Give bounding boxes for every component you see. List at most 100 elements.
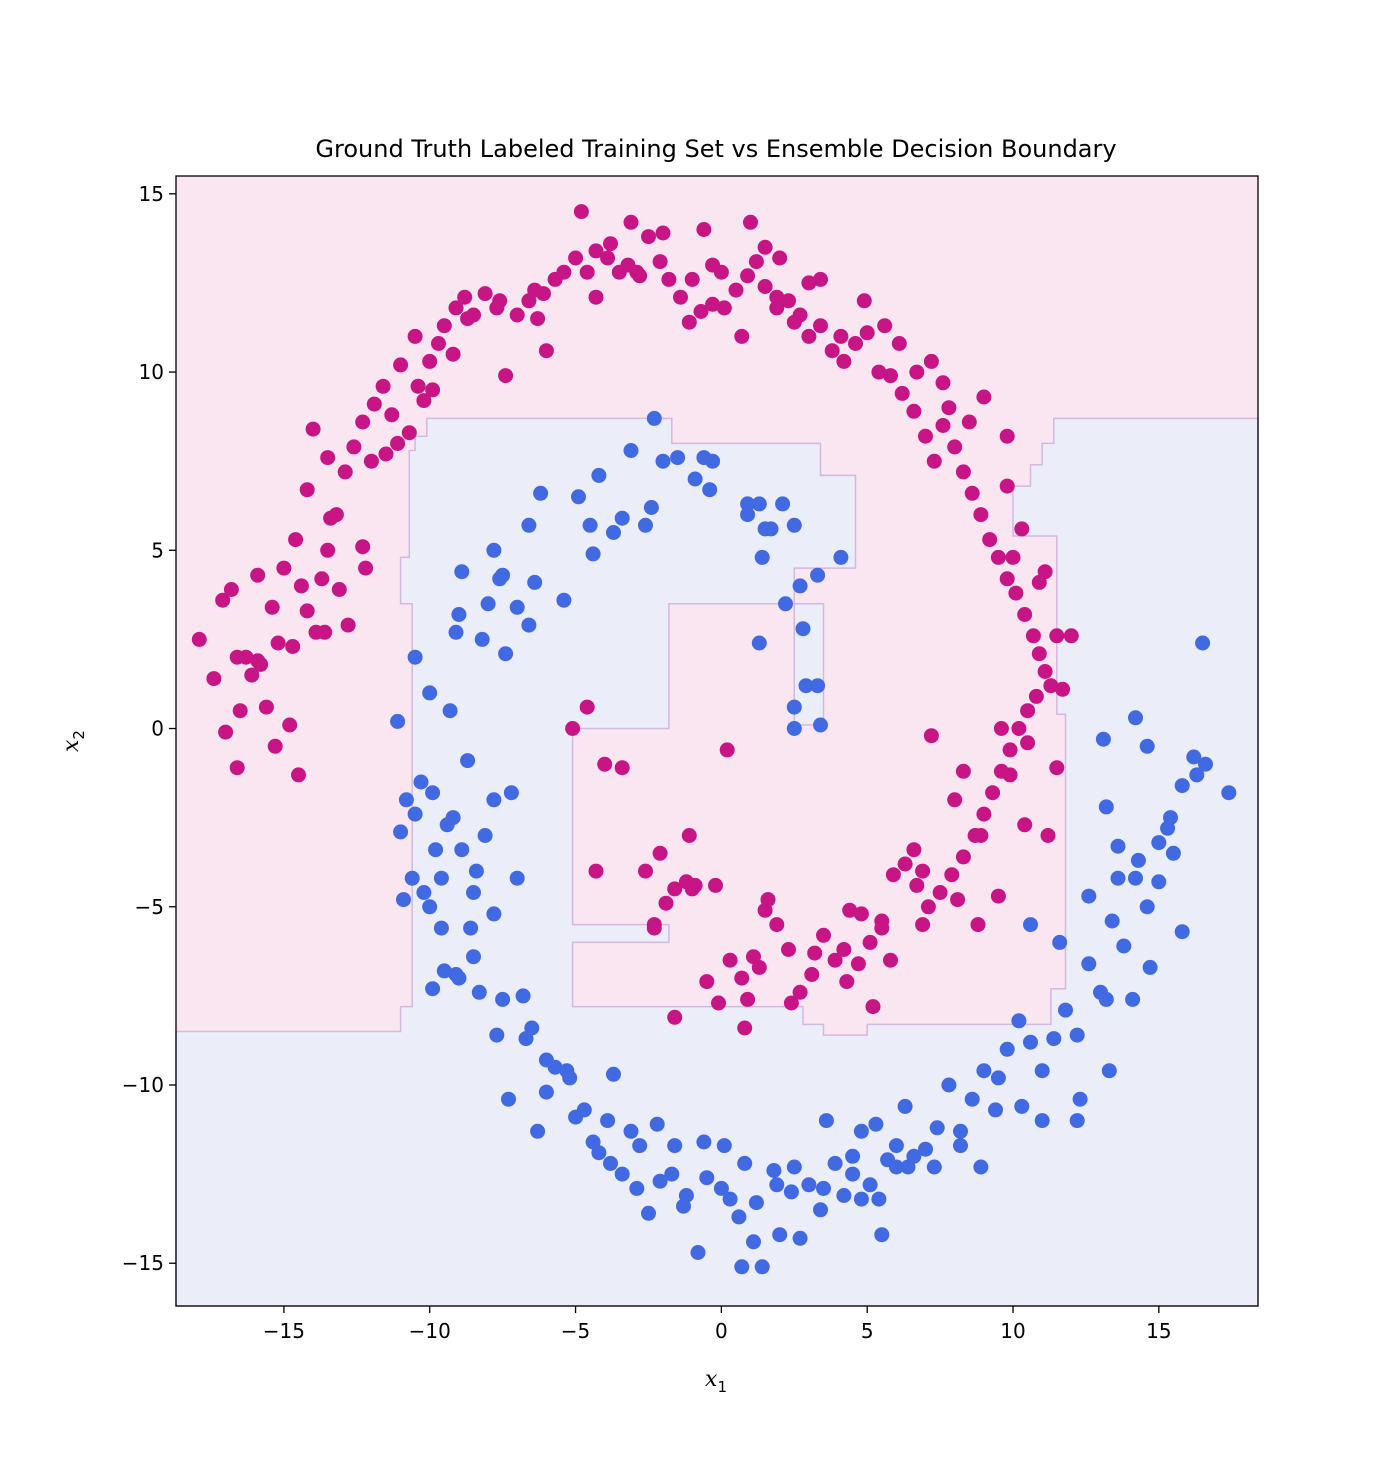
scatter-point-class-a — [719, 742, 735, 758]
scatter-point-class-b — [556, 592, 572, 608]
scatter-point-class-b — [1052, 934, 1068, 950]
scatter-point-class-a — [816, 927, 831, 943]
scatter-point-class-a — [658, 895, 674, 911]
scatter-point-class-a — [999, 428, 1015, 444]
scatter-point-class-a — [696, 222, 712, 237]
scatter-point-class-a — [401, 425, 417, 441]
scatter-point-class-b — [477, 828, 493, 843]
scatter-point-class-a — [757, 239, 773, 255]
scatter-point-class-a — [783, 995, 799, 1011]
scatter-point-class-b — [582, 517, 598, 533]
scatter-point-class-b — [1034, 1113, 1050, 1129]
scatter-point-class-a — [285, 639, 301, 654]
scatter-point-class-b — [428, 842, 444, 858]
scatter-point-class-a — [955, 464, 971, 480]
scatter-point-class-a — [947, 792, 963, 808]
scatter-point-class-a — [603, 236, 618, 252]
scatter-point-class-b — [623, 1123, 639, 1139]
scatter-point-class-a — [1040, 828, 1056, 843]
scatter-point-class-b — [393, 824, 409, 840]
scatter-point-class-a — [1031, 574, 1047, 590]
scatter-point-class-a — [588, 863, 604, 879]
scatter-point-class-b — [1151, 835, 1167, 851]
scatter-point-class-b — [1110, 838, 1126, 854]
scatter-point-class-b — [515, 988, 531, 1004]
scatter-point-class-a — [407, 328, 423, 344]
scatter-point-class-b — [786, 721, 802, 736]
scatter-point-class-a — [923, 728, 939, 744]
scatter-point-class-a — [973, 828, 989, 843]
scatter-point-class-a — [944, 867, 960, 883]
scatter-point-class-a — [614, 760, 630, 776]
scatter-point-class-b — [471, 984, 487, 1000]
scatter-point-class-a — [299, 603, 315, 619]
scatter-point-class-a — [699, 974, 715, 990]
scatter-point-class-a — [673, 289, 688, 305]
scatter-point-class-b — [655, 453, 671, 469]
scatter-point-class-a — [250, 567, 266, 583]
scatter-point-class-a — [1011, 721, 1027, 736]
scatter-point-class-b — [716, 1138, 732, 1154]
scatter-point-class-a — [355, 414, 371, 430]
scatter-point-class-a — [935, 418, 951, 433]
scatter-point-class-a — [681, 828, 697, 843]
scatter-point-class-b — [448, 624, 464, 640]
scatter-point-class-b — [463, 920, 479, 936]
scatter-point-class-b — [676, 1198, 691, 1214]
scatter-point-class-b — [422, 899, 438, 915]
scatter-point-class-b — [533, 485, 549, 501]
scatter-point-class-a — [1049, 628, 1065, 644]
scatter-point-class-b — [699, 1170, 715, 1186]
scatter-point-class-a — [410, 378, 426, 394]
scatter-point-class-b — [486, 792, 502, 808]
scatter-point-class-b — [591, 467, 607, 483]
y-tick-label: −10 — [122, 1073, 164, 1097]
scatter-point-class-a — [1017, 607, 1033, 622]
scatter-point-class-b — [600, 1113, 616, 1129]
scatter-point-class-a — [693, 304, 709, 319]
scatter-point-class-b — [614, 510, 630, 526]
scatter-point-class-b — [786, 699, 802, 715]
scatter-point-class-b — [973, 1159, 989, 1175]
scatter-point-class-a — [941, 400, 957, 416]
scatter-point-class-b — [740, 496, 756, 512]
scatter-point-class-b — [501, 1091, 516, 1107]
scatter-point-class-b — [897, 1098, 913, 1114]
scatter-point-class-b — [468, 863, 484, 879]
scatter-point-class-b — [1023, 917, 1038, 933]
scatter-point-class-a — [915, 863, 931, 879]
scatter-point-class-a — [827, 952, 843, 968]
scatter-point-class-a — [711, 995, 726, 1011]
scatter-point-class-b — [953, 1138, 968, 1154]
scatter-point-class-a — [250, 653, 266, 669]
scatter-point-class-b — [1139, 899, 1155, 915]
scatter-point-class-b — [649, 1116, 665, 1132]
scatter-point-class-a — [448, 300, 464, 316]
scatter-point-class-b — [407, 806, 423, 822]
y-tick-label: 15 — [139, 182, 164, 206]
scatter-point-class-b — [769, 1177, 785, 1193]
scatter-point-class-b — [1098, 991, 1114, 1007]
scatter-point-class-a — [600, 250, 616, 266]
scatter-point-class-b — [460, 753, 476, 769]
scatter-point-class-a — [393, 357, 409, 373]
scatter-point-class-b — [413, 774, 429, 790]
scatter-point-class-a — [781, 942, 796, 957]
scatter-point-class-a — [565, 721, 581, 736]
scatter-point-class-a — [923, 353, 939, 369]
scatter-point-class-a — [874, 920, 890, 936]
scatter-point-class-a — [807, 945, 823, 961]
scatter-point-class-b — [792, 578, 808, 594]
scatter-point-class-a — [1063, 628, 1079, 644]
scatter-point-class-b — [1174, 924, 1190, 940]
scatter-point-class-b — [1081, 956, 1097, 972]
scatter-point-class-a — [918, 428, 933, 444]
scatter-point-class-b — [1125, 991, 1141, 1007]
scatter-point-class-a — [836, 353, 852, 369]
scatter-point-class-a — [976, 389, 992, 405]
scatter-point-class-b — [606, 1066, 621, 1082]
scatter-point-class-b — [591, 1145, 607, 1161]
scatter-point-class-a — [652, 254, 668, 270]
scatter-point-class-a — [323, 510, 339, 526]
